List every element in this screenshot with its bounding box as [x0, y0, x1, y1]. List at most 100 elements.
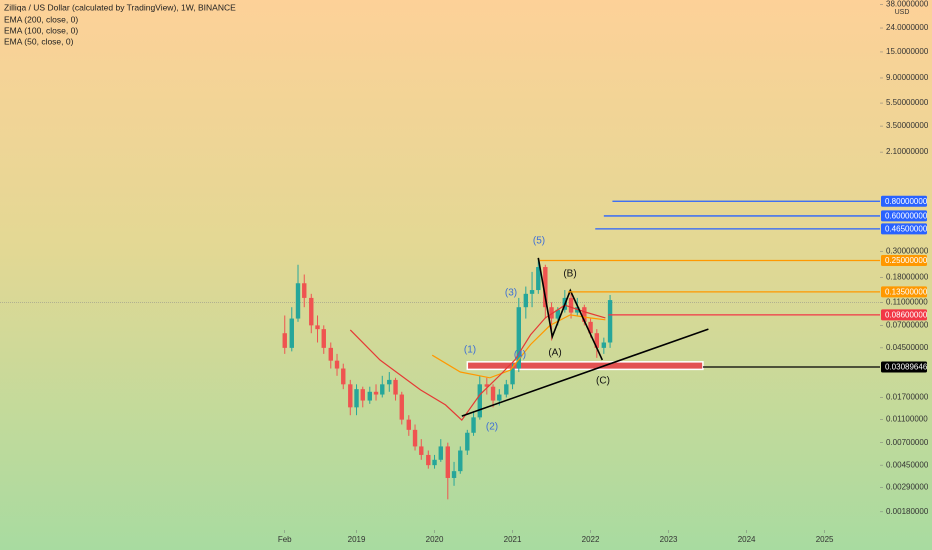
candle-body [555, 309, 561, 319]
wave-label: (1) [464, 345, 476, 356]
x-tick-label: 2022 [582, 535, 600, 544]
level-label-box [881, 223, 927, 235]
y-tick-label: 0.04500000 [886, 343, 929, 352]
y-tick-label: 2.10000000 [886, 147, 929, 156]
candle-body [458, 450, 463, 472]
candle-body [523, 293, 529, 308]
x-tick-label: 2019 [348, 535, 366, 544]
candle-body [419, 446, 424, 455]
candle-body [321, 329, 326, 348]
candle-body [315, 325, 320, 330]
candle-body [354, 389, 359, 408]
candle-body [484, 384, 490, 387]
y-tick-label: 0.00700000 [886, 438, 929, 447]
candle-body [543, 267, 548, 308]
x-tick-label: 2025 [816, 535, 834, 544]
wave-label: (C) [596, 376, 610, 387]
level-label: 0.08600000 [885, 310, 928, 319]
level-label: 0.25000000 [885, 256, 928, 265]
y-tick-label: 9.00000000 [886, 73, 929, 82]
candle-body [295, 283, 301, 319]
level-label: 0.03089646 [885, 363, 928, 372]
y-tick-label: 24.0000000 [886, 23, 929, 32]
wave-label: (B) [563, 269, 576, 280]
candle-body [328, 347, 333, 361]
candle-body [451, 471, 457, 478]
candle-body [373, 391, 379, 395]
level-label-box [881, 286, 927, 298]
candle-body [367, 391, 372, 401]
candle-body [360, 389, 365, 401]
candle-body [309, 297, 314, 326]
level-label-box [881, 195, 927, 207]
level-label-box [881, 255, 927, 267]
x-tick-label: 2020 [426, 535, 444, 544]
candle-body [341, 368, 346, 385]
y-tick-label: 0.01700000 [886, 393, 929, 402]
candle-body [490, 386, 496, 401]
wave-label: (3) [505, 288, 517, 299]
candle-body [510, 368, 515, 385]
y-tick-label: 0.11000000 [886, 297, 928, 306]
y-tick-label: 0.01100000 [886, 415, 928, 424]
y-tick-label: 5.50000000 [886, 98, 929, 107]
candle-body [504, 384, 509, 395]
y-tick-label: 0.00450000 [886, 460, 929, 469]
candle-body [516, 307, 521, 369]
wave-label: (2) [486, 422, 498, 433]
candle-body [497, 394, 502, 401]
legend-entry: EMA (200, close, 0) [4, 14, 78, 24]
wave-label: (5) [533, 236, 545, 247]
candle-body [549, 307, 554, 319]
chart-title: Zilliqa / US Dollar (calculated by Tradi… [4, 2, 236, 12]
y-tick-label: 15.0000000 [886, 47, 929, 56]
candle-body [334, 360, 340, 369]
x-tick-label: Feb [278, 535, 292, 544]
level-label: 0.80000000 [885, 197, 928, 206]
y-tick-label: 0.18000000 [886, 272, 929, 281]
wave-label: (A) [548, 348, 561, 359]
y-tick-label: 0.30000000 [886, 246, 929, 255]
level-label-box [881, 210, 927, 222]
candle-body [607, 300, 613, 343]
y-tick-label: 0.00290000 [886, 483, 929, 492]
candle-body [588, 321, 593, 334]
candle-body [380, 384, 385, 395]
y-tick-label: 3.50000000 [886, 121, 929, 130]
candle-body [302, 283, 307, 298]
trendline [461, 328, 709, 417]
candle-body [393, 379, 398, 395]
level-label: 0.60000000 [885, 212, 928, 221]
level-label-box [881, 309, 927, 321]
level-label: 0.46500000 [885, 225, 928, 234]
candle-body [529, 290, 535, 294]
candle-body [438, 446, 443, 460]
candle-body [399, 394, 404, 420]
y-tick-label: 0.00180000 [886, 507, 929, 516]
wave-label: (4) [514, 350, 526, 361]
candle-body [465, 432, 470, 451]
legend-entry: EMA (100, close, 0) [4, 25, 78, 35]
candle-body [412, 429, 418, 447]
level-label: 0.13500000 [885, 288, 928, 297]
candle-body [282, 333, 287, 348]
x-tick-label: 2021 [504, 535, 522, 544]
candle-body [601, 342, 607, 348]
y-tick-label: 0.07000000 [886, 320, 929, 329]
y-tick-label: 38.0000000 [886, 0, 929, 9]
candle-body [594, 333, 600, 348]
x-tick-label: 2023 [660, 535, 678, 544]
candle-body [536, 267, 541, 291]
axis-unit: USD [895, 9, 910, 16]
support-zone [466, 361, 704, 371]
candle-body [432, 459, 437, 466]
candle-body [477, 384, 482, 418]
candle-body [387, 379, 392, 385]
level-label-box [881, 361, 927, 373]
candle-body [445, 446, 451, 478]
candle-body [582, 307, 587, 322]
candle-body [471, 417, 476, 433]
candle-body [426, 454, 431, 466]
